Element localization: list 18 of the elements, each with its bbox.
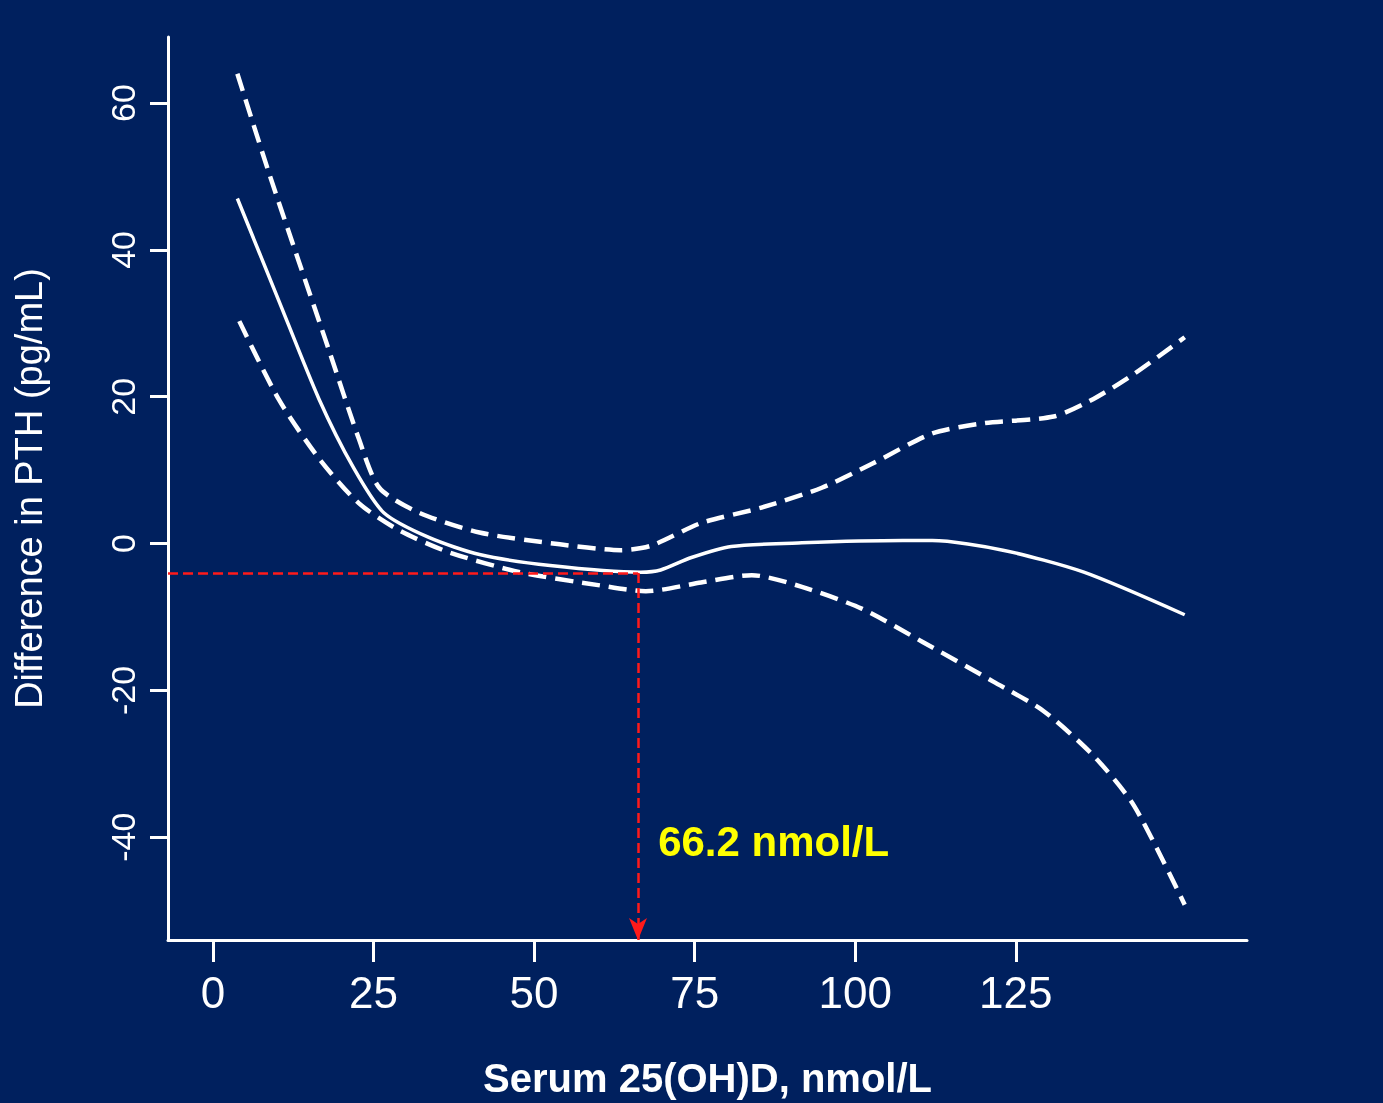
y-tick-label: 20 xyxy=(104,377,142,416)
x-tick-label: 125 xyxy=(979,967,1053,1017)
line-series xyxy=(235,71,1187,553)
x-tick-label: 0 xyxy=(200,967,226,1017)
line-series xyxy=(237,318,1187,908)
x-tick-label: 100 xyxy=(818,967,892,1017)
ref-line-label: 66.2 nmol/L xyxy=(658,817,890,865)
y-tick-label: -40 xyxy=(104,812,142,862)
y-tick-label: 0 xyxy=(104,534,142,554)
x-tick-label: 50 xyxy=(509,967,559,1017)
x-axis-title: Serum 25(OH)D, nmol/L xyxy=(483,1056,932,1100)
y-tick-label: 40 xyxy=(104,230,142,269)
line-series xyxy=(235,196,1187,617)
x-tick-label: 25 xyxy=(349,967,398,1017)
y-axis-title: Difference in PTH (pg/mL) xyxy=(8,268,50,709)
y-tick-label: 60 xyxy=(104,84,142,122)
y-tick-label: -20 xyxy=(104,665,142,715)
x-tick-label: 75 xyxy=(670,967,720,1017)
